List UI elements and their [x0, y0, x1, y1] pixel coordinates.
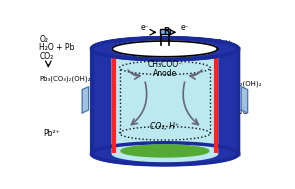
Text: Pb²⁺: Pb²⁺: [44, 129, 60, 138]
Polygon shape: [105, 40, 224, 163]
Polygon shape: [82, 87, 88, 113]
Text: R: R: [163, 27, 170, 36]
Polygon shape: [92, 38, 238, 60]
FancyBboxPatch shape: [160, 29, 170, 34]
Polygon shape: [110, 41, 220, 57]
Text: CO₂, H⁺: CO₂, H⁺: [150, 122, 179, 131]
Text: Anode: Anode: [153, 69, 177, 78]
Polygon shape: [241, 87, 248, 113]
Text: Pb²⁺: Pb²⁺: [215, 39, 232, 48]
Text: CO₂: CO₂: [215, 116, 230, 125]
Text: e⁻: e⁻: [181, 22, 189, 32]
Text: Pb₃(CO₃)₂(OH)₂: Pb₃(CO₃)₂(OH)₂: [211, 80, 262, 87]
Text: CO₂: CO₂: [39, 52, 53, 61]
Polygon shape: [110, 41, 220, 162]
Text: O₂: O₂: [215, 99, 224, 108]
Polygon shape: [101, 39, 229, 58]
Text: H₂O + Pb: H₂O + Pb: [39, 43, 75, 52]
Text: O₂: O₂: [39, 35, 48, 44]
Polygon shape: [105, 40, 224, 58]
Polygon shape: [96, 39, 233, 59]
Text: e⁻: e⁻: [140, 22, 149, 32]
Polygon shape: [101, 39, 229, 163]
Text: CH₃COO⁻: CH₃COO⁻: [147, 60, 183, 69]
Polygon shape: [112, 41, 218, 162]
Polygon shape: [112, 41, 218, 57]
Text: Pb + H₂O: Pb + H₂O: [213, 107, 248, 116]
Polygon shape: [96, 39, 233, 164]
Text: Pb₃(CO₃)₂(OH)₂: Pb₃(CO₃)₂(OH)₂: [39, 76, 91, 82]
Polygon shape: [121, 145, 209, 157]
Polygon shape: [92, 38, 238, 165]
